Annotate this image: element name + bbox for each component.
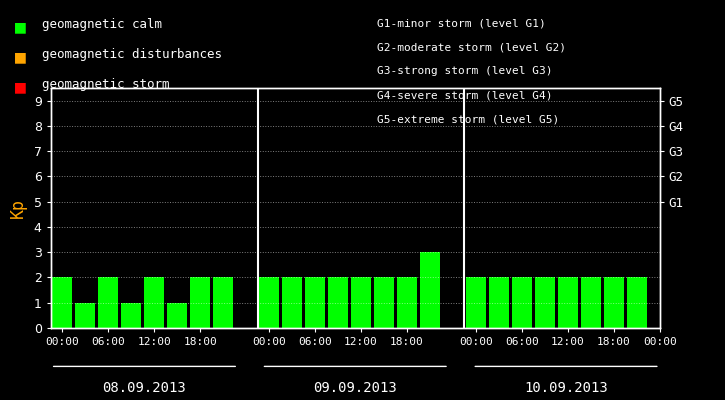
Bar [75,303,95,328]
Text: geomagnetic calm: geomagnetic calm [42,18,162,31]
Bar [374,278,394,328]
Bar [305,278,325,328]
Bar [52,278,72,328]
Text: G3-strong storm (level G3): G3-strong storm (level G3) [377,66,552,76]
Text: ■: ■ [14,18,25,36]
Text: 09.09.2013: 09.09.2013 [313,381,397,395]
Bar [535,278,555,328]
Bar [512,278,531,328]
Text: ■: ■ [14,48,25,66]
Bar [282,278,302,328]
Text: geomagnetic disturbances: geomagnetic disturbances [42,48,222,61]
Bar [489,278,509,328]
Bar [581,278,600,328]
Bar [167,303,187,328]
Text: G1-minor storm (level G1): G1-minor storm (level G1) [377,18,546,28]
Text: ■: ■ [14,78,25,96]
Bar [627,278,647,328]
Bar [604,278,624,328]
Bar [420,252,439,328]
Bar [260,278,279,328]
Text: G4-severe storm (level G4): G4-severe storm (level G4) [377,90,552,100]
Bar [99,278,118,328]
Text: 10.09.2013: 10.09.2013 [524,381,608,395]
Bar [144,278,164,328]
Bar [191,278,210,328]
Bar [121,303,141,328]
Bar [351,278,370,328]
Bar [328,278,348,328]
Text: 08.09.2013: 08.09.2013 [102,381,186,395]
Text: G2-moderate storm (level G2): G2-moderate storm (level G2) [377,42,566,52]
Y-axis label: Kp: Kp [9,198,27,218]
Bar [466,278,486,328]
Text: geomagnetic storm: geomagnetic storm [42,78,170,91]
Text: G5-extreme storm (level G5): G5-extreme storm (level G5) [377,114,559,124]
Bar [558,278,578,328]
Bar [397,278,417,328]
Bar [213,278,233,328]
